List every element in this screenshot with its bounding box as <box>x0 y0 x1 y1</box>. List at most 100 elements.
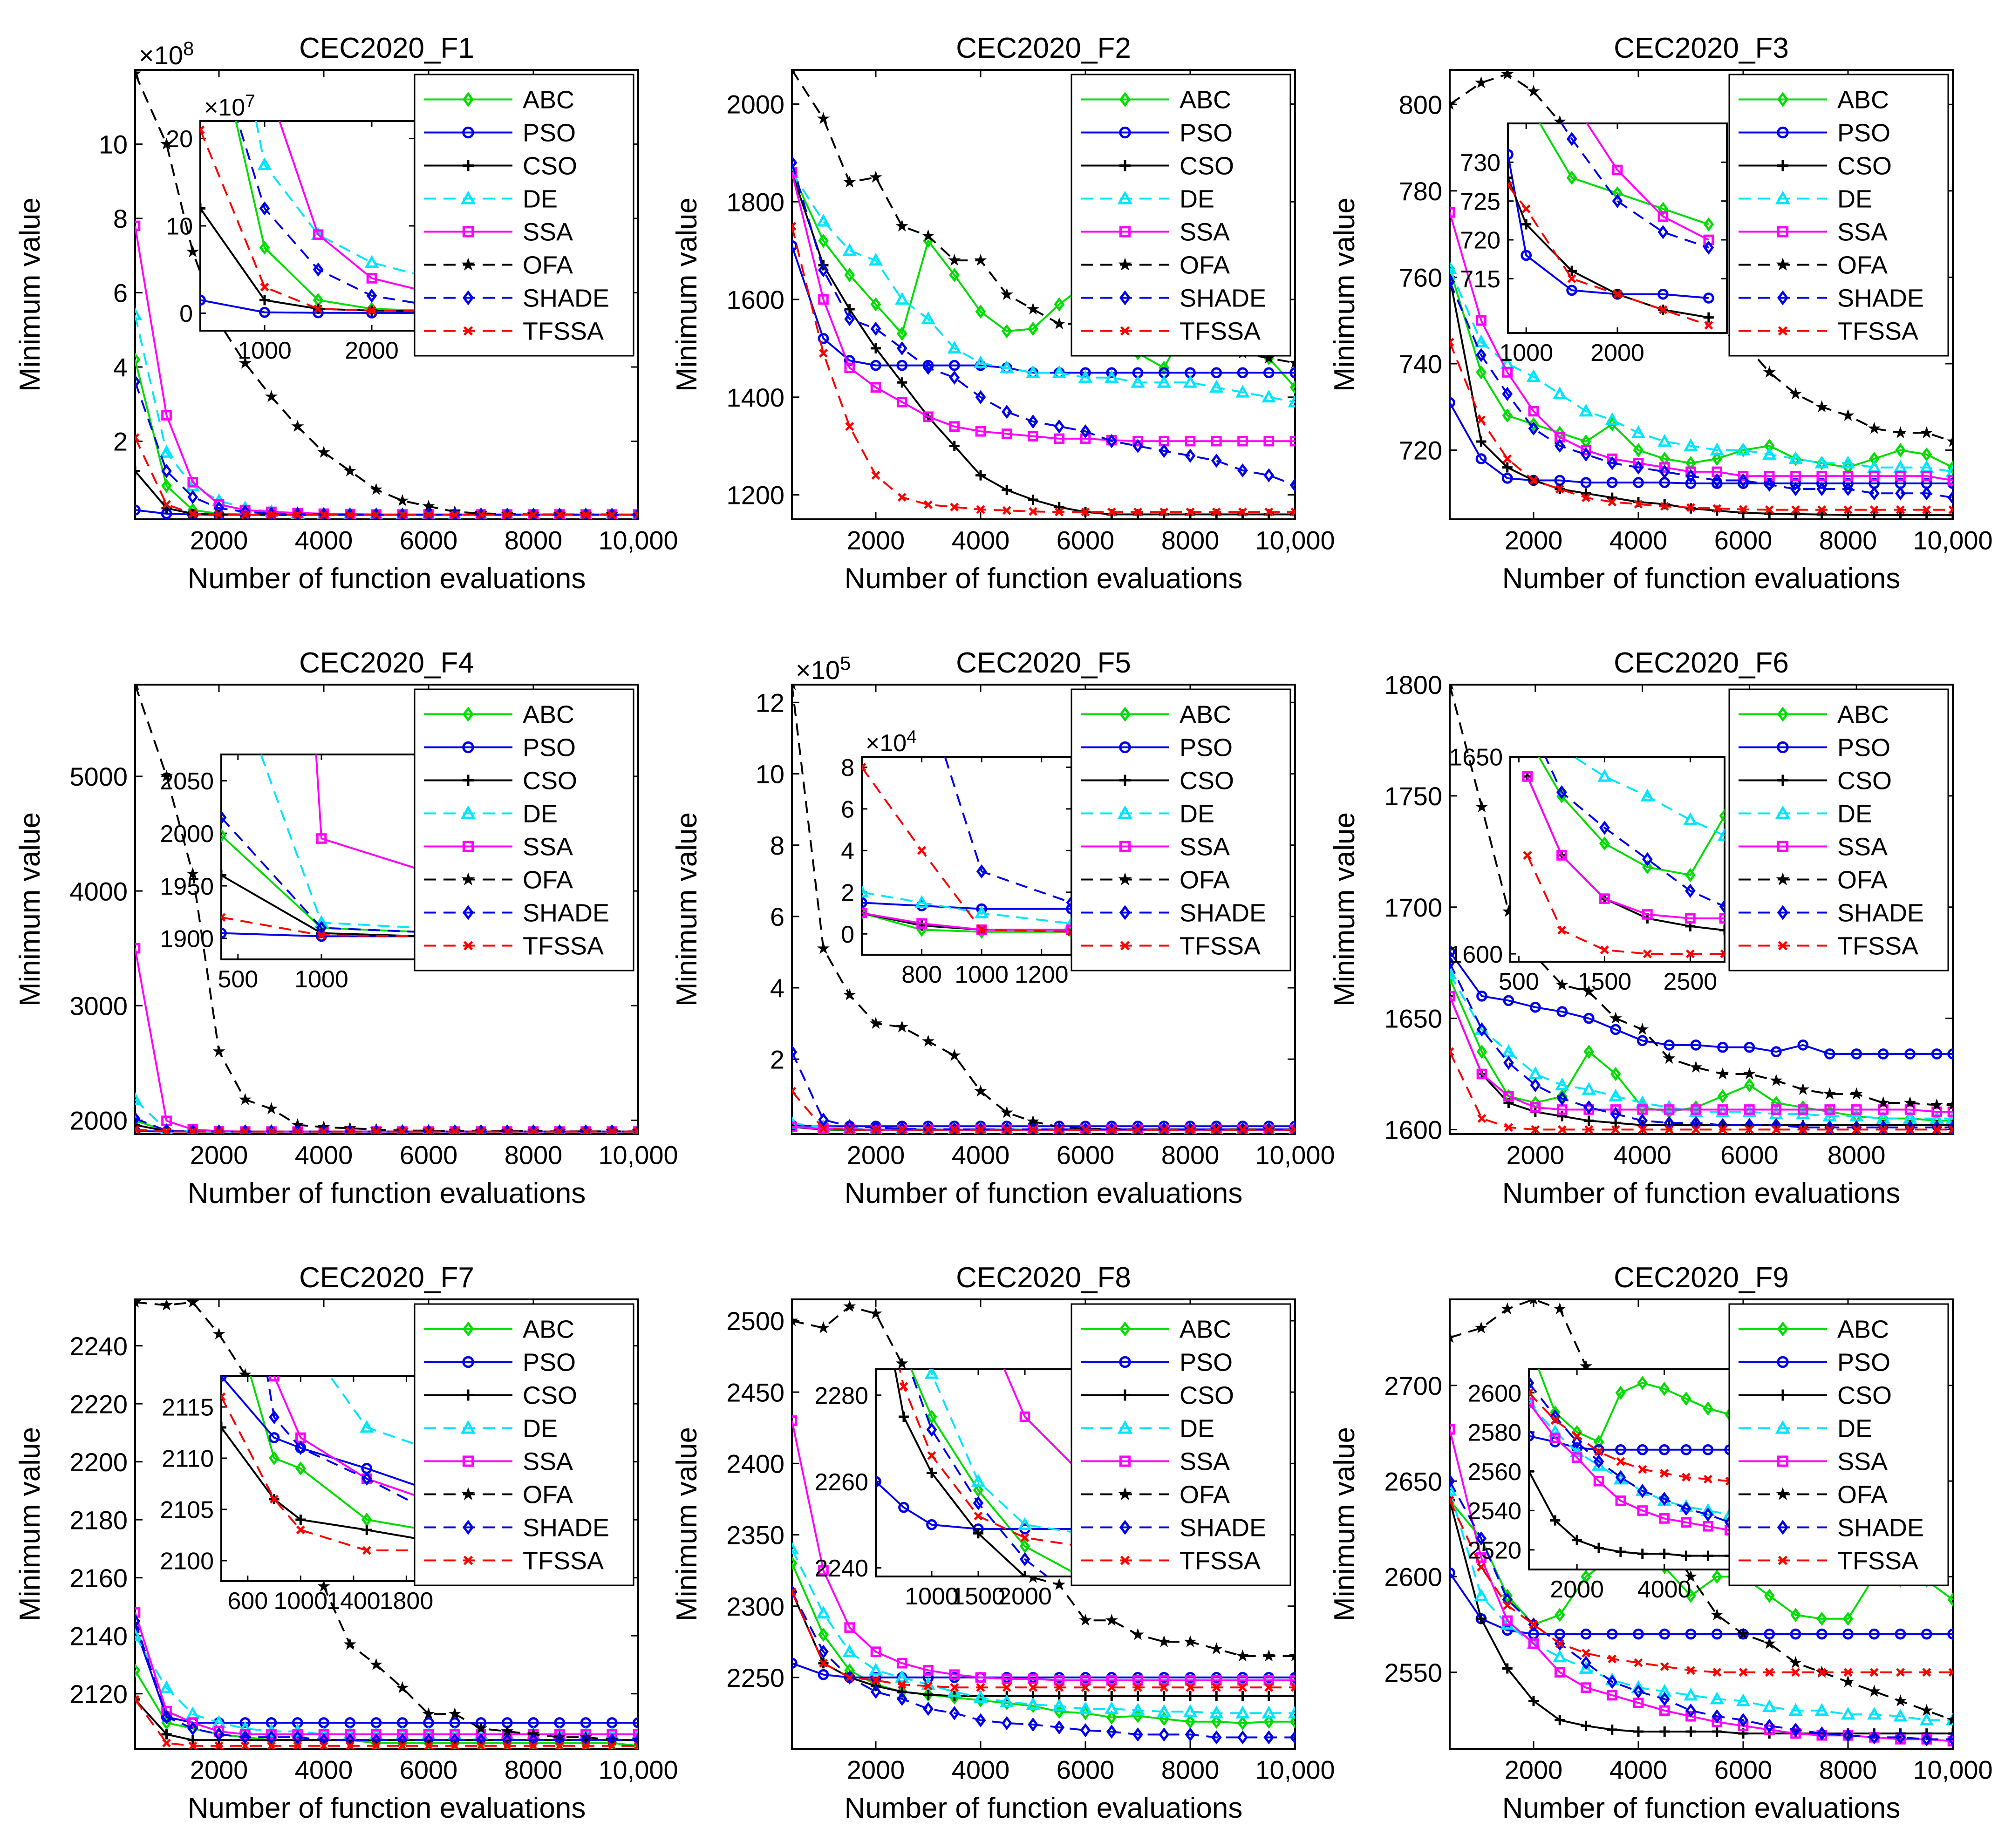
square-marker <box>862 908 867 918</box>
square-marker <box>1659 1705 1670 1716</box>
x-tick-label: 6000 <box>1714 1755 1773 1784</box>
diamond-marker <box>221 828 227 842</box>
diamond-marker <box>949 1706 960 1720</box>
star-marker <box>1663 1052 1676 1064</box>
circle-marker <box>1523 634 1532 643</box>
square-marker <box>1599 893 1610 904</box>
diamond-marker <box>1612 186 1623 201</box>
star-marker <box>1000 1106 1013 1118</box>
series-line <box>1586 123 1709 241</box>
triangle-marker <box>1736 442 1751 455</box>
x-marker <box>845 422 854 431</box>
triangle-marker <box>1893 1709 1908 1722</box>
star-marker <box>1105 1614 1118 1626</box>
triangle-marker <box>159 1680 174 1693</box>
legend-label: PSO <box>523 119 576 147</box>
y-tick-label: 1950 <box>160 873 214 900</box>
triangle-marker <box>1117 190 1133 204</box>
legend-label: OFA <box>1837 1481 1888 1509</box>
y-tick-label: 2250 <box>726 1663 784 1692</box>
star-marker <box>317 1580 330 1592</box>
x-marker <box>1186 507 1195 516</box>
series-tfssa <box>1450 1047 1953 1134</box>
legend-label: CSO <box>523 1382 577 1410</box>
x-marker <box>240 510 250 519</box>
x-marker <box>1825 1125 1835 1134</box>
triangle-marker <box>862 884 869 898</box>
legend-label: PSO <box>1837 734 1890 762</box>
legend-item-pso: PSO <box>424 119 576 147</box>
triangle-marker <box>1657 434 1672 447</box>
diamond-marker <box>1921 1732 1932 1746</box>
x-tick-label: 6000 <box>1057 1755 1115 1784</box>
diamond-marker <box>1599 836 1610 851</box>
x-tick-label: 1500 <box>1578 968 1632 995</box>
x-marker <box>372 510 381 519</box>
circle-marker <box>1851 1048 1862 1060</box>
x-marker <box>819 1658 828 1668</box>
plus-marker <box>1659 1549 1670 1559</box>
x-marker <box>1521 204 1531 213</box>
x-marker <box>927 1451 936 1460</box>
x-marker <box>372 1741 381 1749</box>
circle-marker <box>1529 1430 1534 1442</box>
circle-marker <box>1556 1006 1568 1018</box>
star-marker <box>1000 288 1013 300</box>
y-tick-label: 2260 <box>814 1469 868 1496</box>
legend: ABC PSO CSO DE SSA OFA SHADE TFSSA <box>1071 1303 1291 1586</box>
x-marker <box>899 1382 908 1391</box>
triangle-marker <box>135 1628 143 1641</box>
series-tfssa <box>200 125 415 315</box>
legend-label: PSO <box>1837 1349 1890 1377</box>
square-marker <box>1132 435 1143 447</box>
plus-marker <box>1555 1715 1565 1726</box>
x-tick-label: 8000 <box>1819 525 1877 555</box>
diamond-marker <box>818 263 829 278</box>
legend-item-tfssa: TFSSA <box>424 1547 604 1575</box>
series-lines <box>135 70 638 519</box>
square-marker <box>397 1729 408 1740</box>
legend-item-abc: ABC <box>424 86 574 114</box>
x-tick-label: 2000 <box>190 525 248 555</box>
x-marker <box>1002 506 1011 515</box>
series-line <box>1508 154 1709 299</box>
diamond-marker <box>1712 473 1723 488</box>
triangle-marker <box>947 340 962 354</box>
triangle-marker <box>924 1369 939 1379</box>
x-marker <box>607 510 617 519</box>
diamond-marker <box>1738 473 1749 488</box>
star-marker <box>843 176 856 188</box>
subplot-title: CEC2020_F4 <box>299 647 474 679</box>
star-marker <box>1555 978 1569 991</box>
y-tick-label: 10 <box>756 760 784 789</box>
x-marker <box>862 762 866 772</box>
square-marker <box>975 1672 986 1683</box>
x-marker <box>1120 941 1130 951</box>
x-marker <box>1264 1125 1274 1134</box>
inset-axes <box>1509 756 1725 963</box>
legend: ABC PSO CSO DE SSA OFA SHADE TFSSA <box>414 688 634 972</box>
diamond-marker <box>792 1556 798 1570</box>
star-marker <box>1763 366 1776 378</box>
x-marker <box>950 503 959 512</box>
star-marker <box>1118 258 1132 271</box>
triangle-marker <box>1945 464 1953 477</box>
legend-item-de: DE <box>1739 1415 1872 1443</box>
square-marker <box>949 421 960 432</box>
diamond-marker <box>870 297 881 312</box>
star-marker <box>580 1125 592 1134</box>
circle-marker <box>1529 1001 1541 1013</box>
diamond-marker <box>259 201 270 216</box>
x-marker <box>1843 1668 1853 1677</box>
triangle-marker <box>1105 370 1119 383</box>
circle-marker <box>1637 1444 1648 1455</box>
legend-label: TFSSA <box>1180 932 1261 960</box>
triangle-marker <box>1635 1095 1650 1108</box>
y-axis-label: Minimum value <box>1329 812 1361 1006</box>
x-axis-label: Number of function evaluations <box>845 1792 1243 1824</box>
diamond-marker <box>1450 274 1455 289</box>
plus-marker <box>1476 1613 1487 1624</box>
diamond-marker <box>633 1733 638 1747</box>
square-marker <box>1554 1667 1565 1678</box>
x-marker <box>1159 1125 1169 1134</box>
